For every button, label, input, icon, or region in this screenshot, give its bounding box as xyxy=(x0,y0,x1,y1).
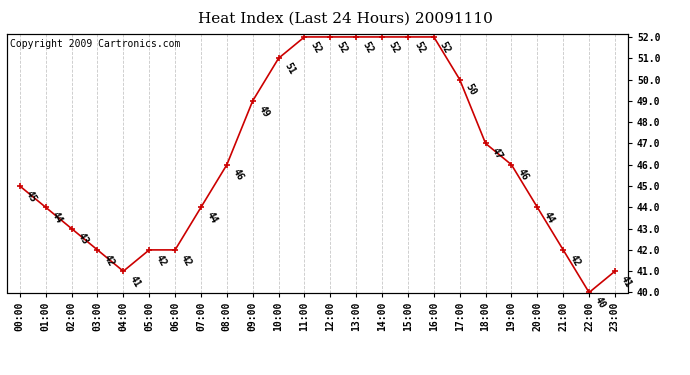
Text: 42: 42 xyxy=(153,253,168,268)
Text: 42: 42 xyxy=(179,253,194,268)
Text: 44: 44 xyxy=(50,210,64,225)
Text: 52: 52 xyxy=(308,40,323,55)
Text: 41: 41 xyxy=(128,274,142,289)
Text: 44: 44 xyxy=(205,210,219,225)
Text: 52: 52 xyxy=(386,40,401,55)
Text: 41: 41 xyxy=(619,274,633,289)
Text: 52: 52 xyxy=(412,40,426,55)
Text: 51: 51 xyxy=(283,61,297,76)
Text: Heat Index (Last 24 Hours) 20091110: Heat Index (Last 24 Hours) 20091110 xyxy=(197,11,493,25)
Text: 49: 49 xyxy=(257,104,271,119)
Text: 46: 46 xyxy=(515,168,530,183)
Text: 47: 47 xyxy=(490,146,504,161)
Text: 43: 43 xyxy=(76,231,90,247)
Text: 52: 52 xyxy=(335,40,349,55)
Text: 42: 42 xyxy=(567,253,582,268)
Text: Copyright 2009 Cartronics.com: Copyright 2009 Cartronics.com xyxy=(10,39,180,49)
Text: 42: 42 xyxy=(101,253,116,268)
Text: 52: 52 xyxy=(360,40,375,55)
Text: 44: 44 xyxy=(542,210,556,225)
Text: 45: 45 xyxy=(24,189,39,204)
Text: 40: 40 xyxy=(593,295,608,310)
Text: 52: 52 xyxy=(438,40,453,55)
Text: 50: 50 xyxy=(464,82,478,98)
Text: 46: 46 xyxy=(231,168,246,183)
